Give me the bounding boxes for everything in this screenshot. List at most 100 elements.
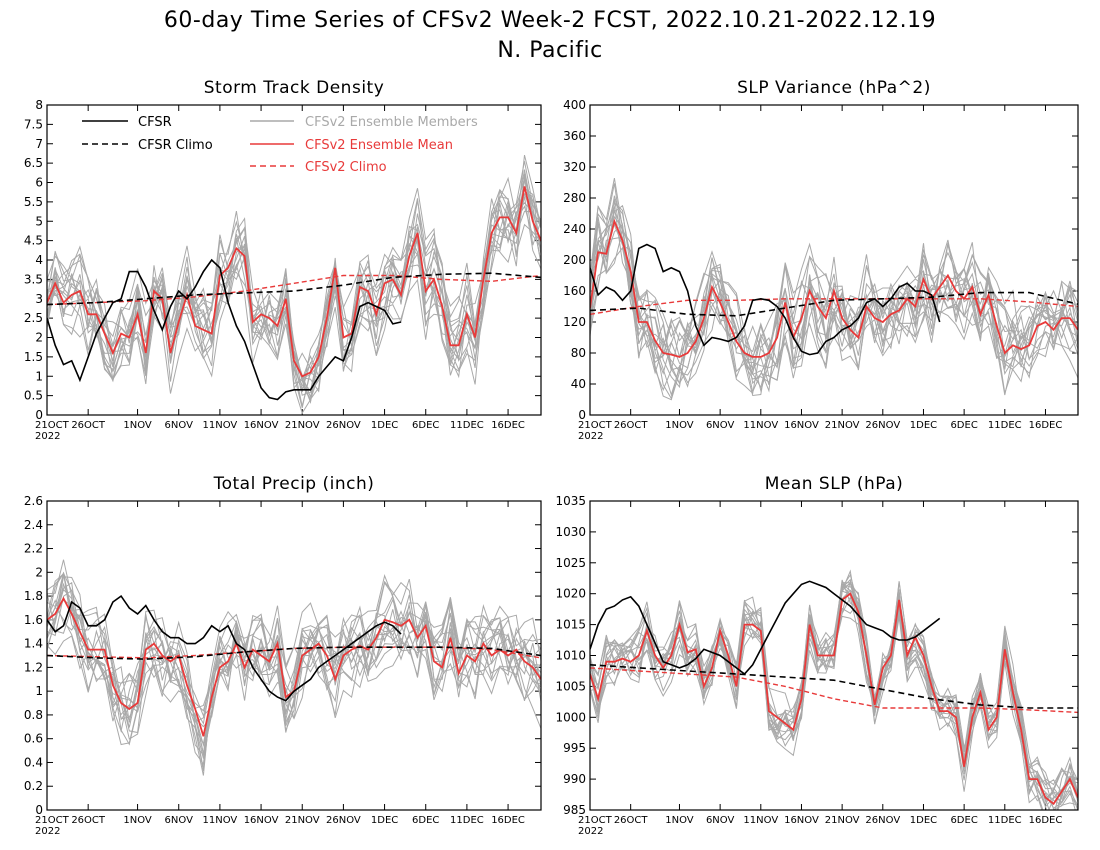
- y-tick-label: 0.5: [24, 389, 43, 403]
- y-tick-label: 1020: [555, 587, 586, 601]
- figure-title-line2: N. Pacific: [497, 38, 602, 63]
- x-tick-label: 16NOV: [784, 815, 819, 826]
- y-tick-label: 0: [578, 408, 586, 422]
- x-tick-label: 26OCT: [614, 420, 649, 431]
- legend-label: CFSv2 Ensemble Mean: [305, 138, 453, 153]
- y-tick-label: 6.5: [24, 156, 43, 170]
- x-tick-label: 6NOV: [165, 420, 194, 431]
- y-tick-label: 995: [563, 741, 586, 755]
- y-tick-label: 5: [35, 214, 43, 228]
- cfsr-climo-line: [590, 664, 1078, 709]
- ensemble-member-line: [47, 598, 541, 722]
- y-tick-label: 2.4: [24, 518, 43, 532]
- y-tick-label: 8: [35, 98, 43, 112]
- y-tick-label: 0.6: [24, 732, 43, 746]
- legend-label: CFSv2 Ensemble Members: [305, 115, 478, 130]
- x-tick-label: 1NOV: [123, 815, 152, 826]
- ensemble-member-line: [590, 583, 1078, 810]
- y-tick-label: 985: [563, 803, 586, 817]
- cfsr-line: [590, 243, 941, 356]
- y-tick-label: 0.8: [24, 708, 43, 722]
- x-tick-label: 6NOV: [706, 815, 735, 826]
- y-tick-label: 0: [35, 408, 43, 422]
- ensemble-member-line: [590, 578, 1078, 810]
- y-tick-label: 1.2: [24, 660, 43, 674]
- x-tick-label: 11NOV: [743, 420, 778, 431]
- x-tick-label: 16NOV: [784, 420, 819, 431]
- x-tick-label: 21NOV: [825, 815, 860, 826]
- x-tick-label: 21OCT: [578, 420, 613, 431]
- slp-variance-panel: SLP Variance (hPa^2) 0 40 80 120 160 200 240 280…: [563, 78, 1079, 442]
- y-tick-label: 160: [563, 284, 586, 298]
- cfsr-line: [590, 580, 941, 676]
- y-tick-label: 280: [563, 191, 586, 205]
- cfsv2-climo-line: [47, 274, 541, 306]
- x-tick-label: 6DEC: [950, 815, 977, 826]
- x-tick-label: 1NOV: [665, 420, 694, 431]
- series-lines: [47, 594, 541, 737]
- ensemble-member-line: [590, 195, 1078, 400]
- x-tick-label: 26OCT: [614, 815, 649, 826]
- y-tick-label: 1.6: [24, 613, 43, 627]
- x-tick-label: 1DEC: [371, 815, 398, 826]
- y-tick-label: 4: [35, 253, 43, 267]
- y-tick-label: 7: [35, 137, 43, 151]
- x-tick-label: 6DEC: [412, 420, 439, 431]
- x-tick-label: 11NOV: [203, 420, 238, 431]
- x-tick-label: 26NOV: [326, 815, 361, 826]
- ensemble-members: [590, 178, 1078, 401]
- y-tick-label: 2: [35, 565, 43, 579]
- series-lines: [590, 218, 1078, 358]
- ensemble-member-line: [590, 579, 1078, 810]
- y-tick-label: 5.5: [24, 195, 43, 209]
- y-tick-label: 2.2: [24, 542, 43, 556]
- ensemble-member-line: [47, 572, 541, 746]
- x-tick-label: 6NOV: [165, 815, 194, 826]
- ensemble-member-line: [47, 574, 541, 754]
- y-tick-label: 1: [35, 369, 43, 383]
- x-tick-label: 26NOV: [326, 420, 361, 431]
- ensemble-member-line: [47, 605, 541, 770]
- y-tick-label: 320: [563, 160, 586, 174]
- y-tick-label: 0.2: [24, 779, 43, 793]
- cfsr-line: [47, 594, 402, 702]
- ensemble-member-line: [590, 584, 1078, 800]
- y-tick-label: 1010: [555, 649, 586, 663]
- series-lines: [47, 186, 541, 401]
- y-tick-label: 6: [35, 176, 43, 190]
- ensemble-member-line: [590, 581, 1078, 810]
- ensemble-member-line: [590, 596, 1076, 810]
- y-tick-label: 1.5: [24, 350, 43, 364]
- x-tick-label: 11DEC: [988, 420, 1022, 431]
- cfsr-climo-line: [47, 646, 541, 660]
- x-tick-label: 1DEC: [910, 815, 937, 826]
- ensemble-member-line: [590, 590, 1078, 786]
- y-tick-label: 1: [35, 684, 43, 698]
- y-tick-label: 2: [35, 331, 43, 345]
- x-tick-label: 6DEC: [950, 420, 977, 431]
- y-tick-label: 2.5: [24, 311, 43, 325]
- x-tick-label: 16DEC: [1029, 420, 1063, 431]
- x-year-label: 2022: [35, 431, 60, 442]
- x-tick-label: 26NOV: [865, 815, 900, 826]
- ensemble-member-line: [590, 582, 1078, 806]
- cfsv2-ensemble-mean-line: [590, 592, 1078, 806]
- x-tick-label: 16DEC: [491, 815, 525, 826]
- x-tick-label: 26NOV: [865, 420, 900, 431]
- y-tick-label: 1035: [555, 494, 586, 508]
- x-tick-label: 21NOV: [285, 815, 320, 826]
- ensemble-member-line: [47, 188, 541, 401]
- legend-label: CFSR: [138, 115, 172, 130]
- x-tick-label: 1NOV: [123, 420, 152, 431]
- ensemble-member-line: [590, 581, 1078, 807]
- x-tick-label: 1DEC: [371, 420, 398, 431]
- y-tick-label: 990: [563, 772, 586, 786]
- y-tick-label: 400: [563, 98, 586, 112]
- cfsr-line: [47, 258, 402, 401]
- y-tick-label: 80: [571, 346, 586, 360]
- y-tick-label: 1.4: [24, 637, 43, 651]
- x-year-label: 2022: [578, 826, 603, 837]
- mean-slp-panel: Mean SLP (hPa) 985 990 995 1000 1005 1010 1015 1…: [555, 474, 1079, 837]
- cfsr-climo-line: [47, 272, 541, 306]
